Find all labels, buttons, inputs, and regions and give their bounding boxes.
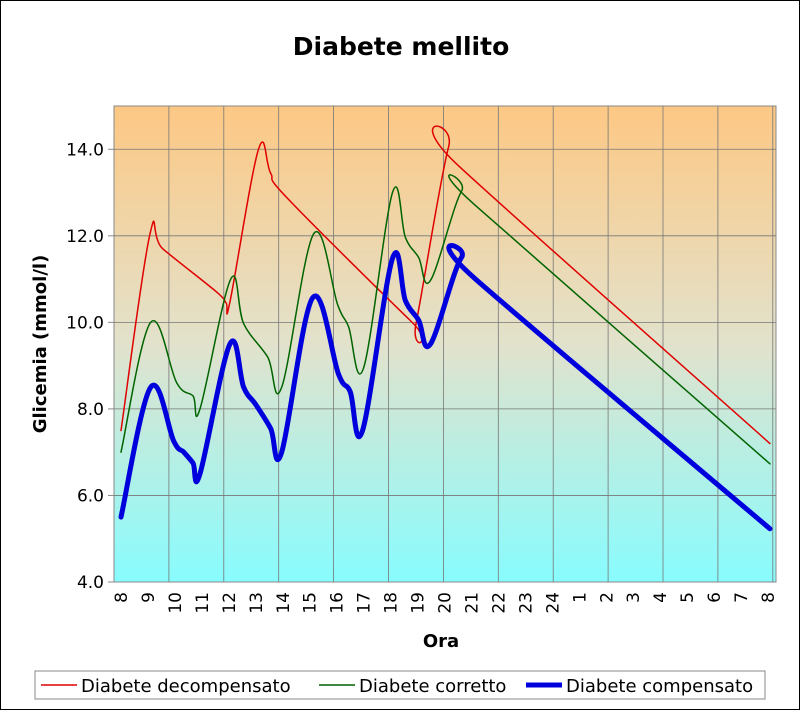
x-tick-label: 2 — [597, 592, 617, 603]
y-tick-label: 6.0 — [77, 486, 104, 506]
x-tick-label: 8 — [112, 592, 132, 603]
x-tick-label: 4 — [651, 592, 671, 603]
legend-label: Diabete compensato — [566, 676, 753, 697]
x-tick-label: 6 — [705, 592, 725, 603]
series-line-0 — [120, 125, 771, 445]
legend-label: Diabete corretto — [359, 676, 506, 697]
y-tick-label: 10.0 — [66, 313, 104, 333]
x-tick-label: 11 — [193, 592, 213, 614]
x-tick-label: 24 — [543, 592, 563, 614]
y-tick-label: 8.0 — [77, 400, 104, 420]
y-tick-label: 14.0 — [66, 140, 104, 160]
y-tick-label: 4.0 — [77, 573, 104, 593]
x-tick-label: 7 — [732, 592, 752, 603]
x-tick-label: 9 — [139, 592, 159, 603]
x-tick-label: 16 — [328, 592, 348, 614]
y-tick-label: 12.0 — [66, 227, 104, 247]
series-line-1 — [120, 174, 771, 465]
x-tick-label: 17 — [355, 592, 375, 614]
y-axis-label: Glicemia (mmol/l) — [30, 255, 51, 434]
x-tick-label: 13 — [247, 592, 267, 614]
x-tick-label: 8 — [759, 592, 779, 603]
x-tick-label: 21 — [462, 592, 482, 614]
series-line-2 — [118, 243, 773, 532]
x-tick-label: 1 — [570, 592, 590, 603]
x-tick-label: 10 — [166, 592, 186, 614]
x-axis-label: Ora — [423, 631, 459, 652]
legend — [34, 670, 766, 700]
plot-area — [113, 105, 777, 583]
x-tick-label: 22 — [489, 592, 509, 614]
x-tick-label: 15 — [301, 592, 321, 614]
x-tick-label: 5 — [678, 592, 698, 603]
x-tick-label: 3 — [624, 592, 644, 603]
x-tick-label: 23 — [516, 592, 536, 614]
x-tick-label: 12 — [220, 592, 240, 614]
x-tick-label: 19 — [409, 592, 429, 614]
x-tick-label: 20 — [436, 592, 456, 614]
x-tick-label: 14 — [274, 592, 294, 614]
x-tick-label: 18 — [382, 592, 402, 614]
legend-label: Diabete decompensato — [81, 676, 291, 697]
chart-title: Diabete mellito — [293, 32, 510, 61]
